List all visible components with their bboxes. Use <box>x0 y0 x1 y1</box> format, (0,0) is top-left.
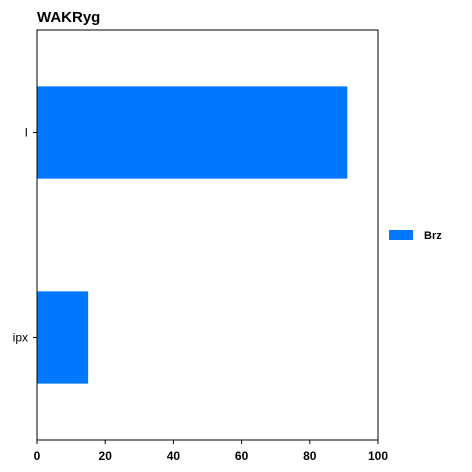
legend: Brz <box>389 230 442 242</box>
bars-group <box>37 86 348 384</box>
x-axis: 0 20 40 60 80 100 <box>34 440 388 463</box>
x-tick-label: 20 <box>99 449 113 463</box>
plot-area-frame <box>36 29 379 441</box>
y-tick-label: I <box>25 126 28 140</box>
bar-i <box>37 86 348 179</box>
x-tick-label: 80 <box>303 449 317 463</box>
chart-title: WAKRyg <box>37 9 100 26</box>
x-tick-label: 40 <box>167 449 181 463</box>
bar-ipx <box>37 291 89 384</box>
legend-label-brz: Brz <box>424 230 442 242</box>
legend-swatch-brz <box>389 230 413 240</box>
x-tick-label: 100 <box>368 449 388 463</box>
x-tick-label: 0 <box>34 449 41 463</box>
x-tick-label: 60 <box>235 449 249 463</box>
y-tick-label: ipx <box>13 331 28 345</box>
